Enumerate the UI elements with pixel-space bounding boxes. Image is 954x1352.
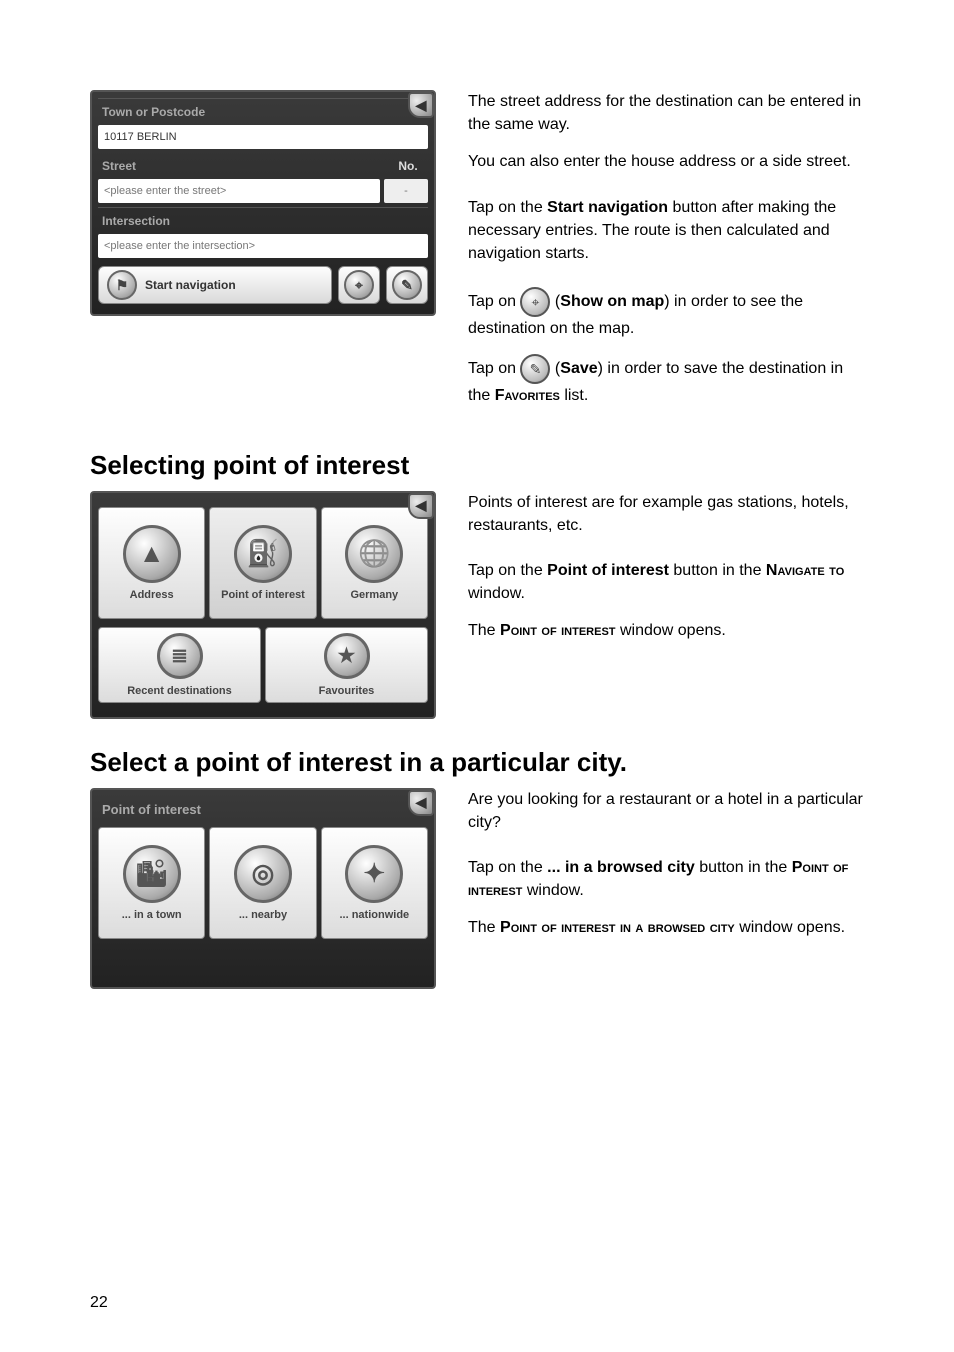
save-button[interactable]: ✎ [386,266,428,304]
show-on-map-button[interactable]: ⌖ [338,266,380,304]
heading-poi-city: Select a point of interest in a particul… [90,747,864,778]
para: Tap on the Start navigation button after… [468,196,864,266]
show-on-map-icon: ⌖ [520,287,550,317]
save-icon: ✎ [392,270,422,300]
device-frame: ◀ Point of interest 🏙 ... in a town ◎ ..… [90,788,436,989]
para: The Point of interest window opens. [468,619,864,642]
intersection-input[interactable]: <please enter the intersection> [98,234,428,258]
device-frame: ◀ ▲ Address ⛽ Point of interest 🌐 German… [90,491,436,719]
section-poi-city: ◀ Point of interest 🏙 ... in a town ◎ ..… [90,788,864,989]
para: Tap on ⌖ (Show on map) in order to see t… [468,287,864,340]
para: Points of interest are for example gas s… [468,491,864,537]
street-input[interactable]: <please enter the street> [98,179,380,203]
globe-icon: 🌐 [345,525,403,583]
show-on-map-icon: ⌖ [344,270,374,300]
nationwide-button[interactable]: ✦ ... nationwide [321,827,428,939]
label-street: Street [98,153,384,177]
country-button[interactable]: 🌐 Germany [321,507,428,619]
country-icon: ✦ [345,845,403,903]
label-no: No. [388,153,428,177]
manual-page: ◀ Town or Postcode 10117 BERLIN Street N… [0,0,954,1352]
para: The street address for the destination c… [468,90,864,136]
town-icon: 🏙 [123,845,181,903]
text-column-3: Are you looking for a restaurant or a ho… [468,788,864,954]
no-input[interactable]: - [384,179,428,203]
screenshot-address-form: ◀ Town or Postcode 10117 BERLIN Street N… [90,90,440,316]
arrow-icon: ▲ [123,525,181,583]
target-icon: ◎ [234,845,292,903]
save-icon: ✎ [520,354,550,384]
para: Tap on ✎ (Save) in order to save the des… [468,354,864,407]
back-icon[interactable]: ◀ [408,92,434,118]
screenshot-navigate-to: ◀ ▲ Address ⛽ Point of interest 🌐 German… [90,491,440,719]
poi-options: 🏙 ... in a town ◎ ... nearby ✦ ... natio… [98,827,428,939]
button-row: ⚑ Start navigation ⌖ ✎ [98,266,428,304]
list-icon: ≣ [157,633,203,679]
text-column-1: The street address for the destination c… [468,90,864,422]
favourites-button[interactable]: ★ Favourites [265,627,428,703]
flag-icon: ⚑ [107,270,137,300]
window-title: Point of interest [98,796,428,819]
in-a-town-button[interactable]: 🏙 ... in a town [98,827,205,939]
text-column-2: Points of interest are for example gas s… [468,491,864,657]
para: You can also enter the house address or … [468,150,864,173]
para: Tap on the Point of interest button in t… [468,559,864,605]
back-icon[interactable]: ◀ [408,493,434,519]
point-of-interest-button[interactable]: ⛽ Point of interest [209,507,316,619]
label-intersection: Intersection [98,207,428,232]
poi-icon: ⛽ [234,525,292,583]
recent-destinations-button[interactable]: ≣ Recent destinations [98,627,261,703]
nearby-button[interactable]: ◎ ... nearby [209,827,316,939]
start-navigation-button[interactable]: ⚑ Start navigation [98,266,332,304]
label-town: Town or Postcode [98,98,428,123]
section-poi: ◀ ▲ Address ⛽ Point of interest 🌐 German… [90,491,864,719]
section-address-entry: ◀ Town or Postcode 10117 BERLIN Street N… [90,90,864,422]
nav-options-row2: ≣ Recent destinations ★ Favourites [98,627,428,703]
heading-selecting-poi: Selecting point of interest [90,450,864,481]
town-input[interactable]: 10117 BERLIN [98,125,428,149]
para: Are you looking for a restaurant or a ho… [468,788,864,834]
screenshot-poi-window: ◀ Point of interest 🏙 ... in a town ◎ ..… [90,788,440,989]
page-number: 22 [90,1294,108,1312]
para: The Point of interest in a browsed city … [468,916,864,939]
back-icon[interactable]: ◀ [408,790,434,816]
nav-options-row1: ▲ Address ⛽ Point of interest 🌐 Germany [98,507,428,619]
address-button[interactable]: ▲ Address [98,507,205,619]
device-frame: ◀ Town or Postcode 10117 BERLIN Street N… [90,90,436,316]
start-navigation-label: Start navigation [145,278,236,292]
para: Tap on the ... in a browsed city button … [468,856,864,902]
star-icon: ★ [324,633,370,679]
